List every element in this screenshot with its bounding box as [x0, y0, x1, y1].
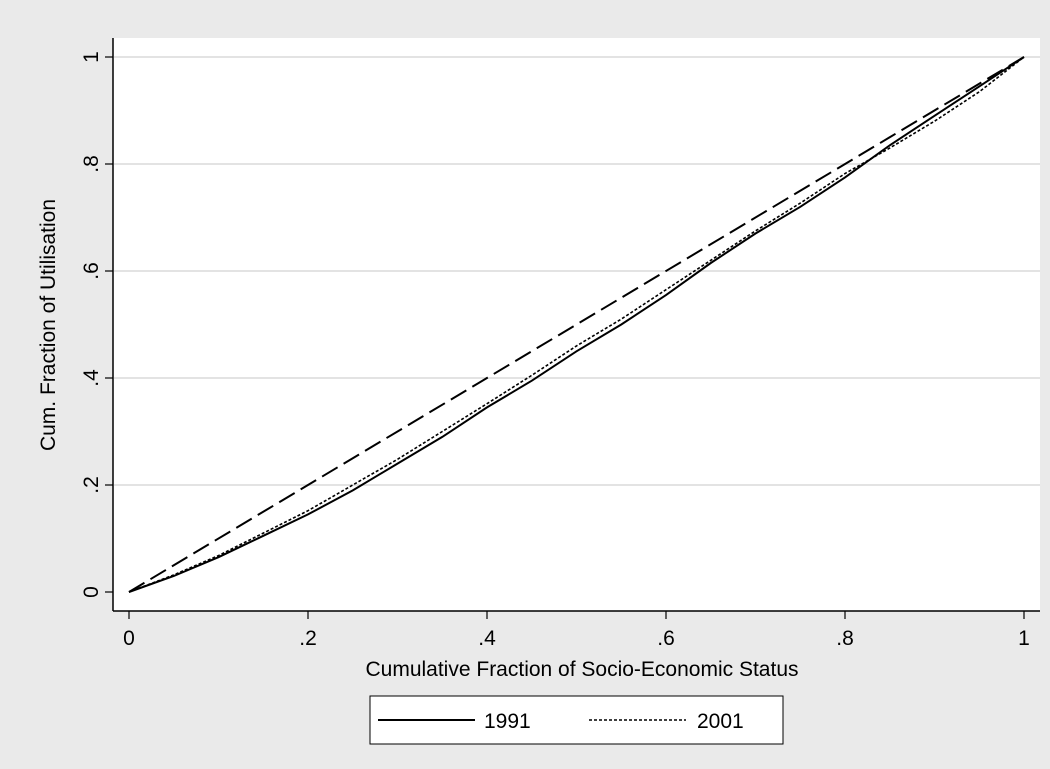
series-lines	[128, 56, 1025, 593]
legend: 1991 2001	[369, 695, 784, 745]
x-ticks: 0 .2 .4 .6 .8 1	[123, 611, 1030, 650]
y-axis-title: Cum. Fraction of Utilisation	[37, 199, 60, 451]
x-tick-label: .2	[299, 627, 317, 650]
y-tick-label: .4	[80, 369, 103, 387]
grid-lines	[114, 56, 1040, 486]
x-tick-label: .4	[478, 627, 496, 650]
legend-label-1991: 1991	[484, 710, 531, 733]
x-tick-label: 1	[1018, 627, 1030, 650]
y-tick-label: 1	[80, 51, 103, 63]
series-line-2001	[128, 56, 1025, 593]
x-tick-label: .8	[836, 627, 854, 650]
legend-label-2001: 2001	[697, 710, 744, 733]
x-tick-label: 0	[123, 627, 135, 650]
y-tick-label: 0	[80, 586, 103, 598]
plot-area	[113, 38, 1040, 611]
y-tick-label: .6	[80, 262, 103, 280]
x-axis-title: Cumulative Fraction of Socio-Economic St…	[365, 658, 798, 681]
y-ticks: 0 .2 .4 .6 .8 1	[80, 51, 113, 598]
x-tick-label: .6	[657, 627, 675, 650]
axes	[112, 38, 1040, 612]
y-tick-label: .2	[80, 476, 103, 494]
y-tick-label: .8	[80, 155, 103, 173]
